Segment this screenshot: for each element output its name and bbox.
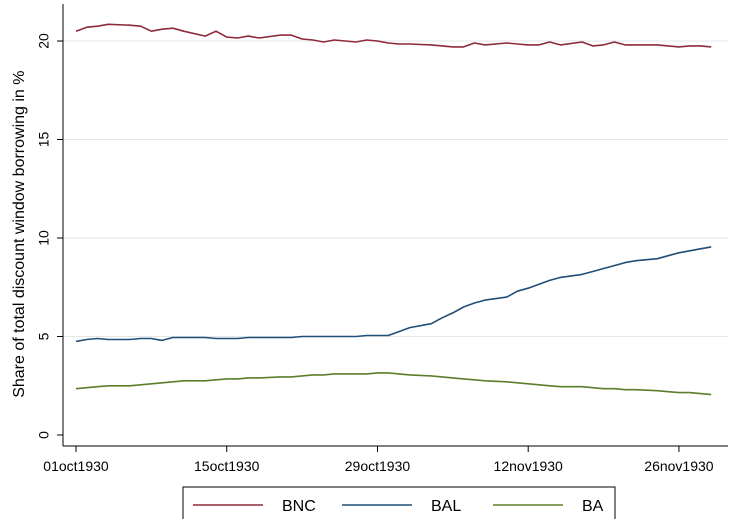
gridlines (63, 40, 728, 337)
x-axis-ticks: 01oct1930 15oct1930 29oct1930 12nov1930 26no… (43, 446, 714, 474)
legend-box (182, 486, 616, 519)
x-tick-label: 01oct1930 (43, 458, 109, 474)
y-tick-label: 10 (36, 230, 52, 246)
y-tick-label: 15 (36, 132, 52, 148)
x-tick-label: 15oct1930 (194, 458, 260, 474)
series-line-bnc (75, 23, 712, 48)
legend: BNC BAL BA (182, 486, 616, 519)
series-line-ba (75, 372, 712, 396)
y-tick-label: 5 (36, 332, 52, 340)
y-axis-ticks: 0 5 10 15 20 (36, 33, 63, 439)
y-axis-title: Share of total discount window borrowing… (11, 71, 28, 398)
x-tick-label: 26nov1930 (644, 458, 714, 474)
legend-label-ba: BA (582, 498, 604, 515)
x-tick-label: 29oct1930 (345, 458, 411, 474)
series-line-bal (75, 246, 712, 343)
y-tick-label: 20 (36, 33, 52, 49)
x-tick-label: 12nov1930 (494, 458, 564, 474)
y-tick-label: 0 (36, 431, 52, 439)
legend-label-bal: BAL (431, 498, 461, 515)
series-lines (75, 23, 712, 396)
legend-label-bnc: BNC (282, 498, 316, 515)
